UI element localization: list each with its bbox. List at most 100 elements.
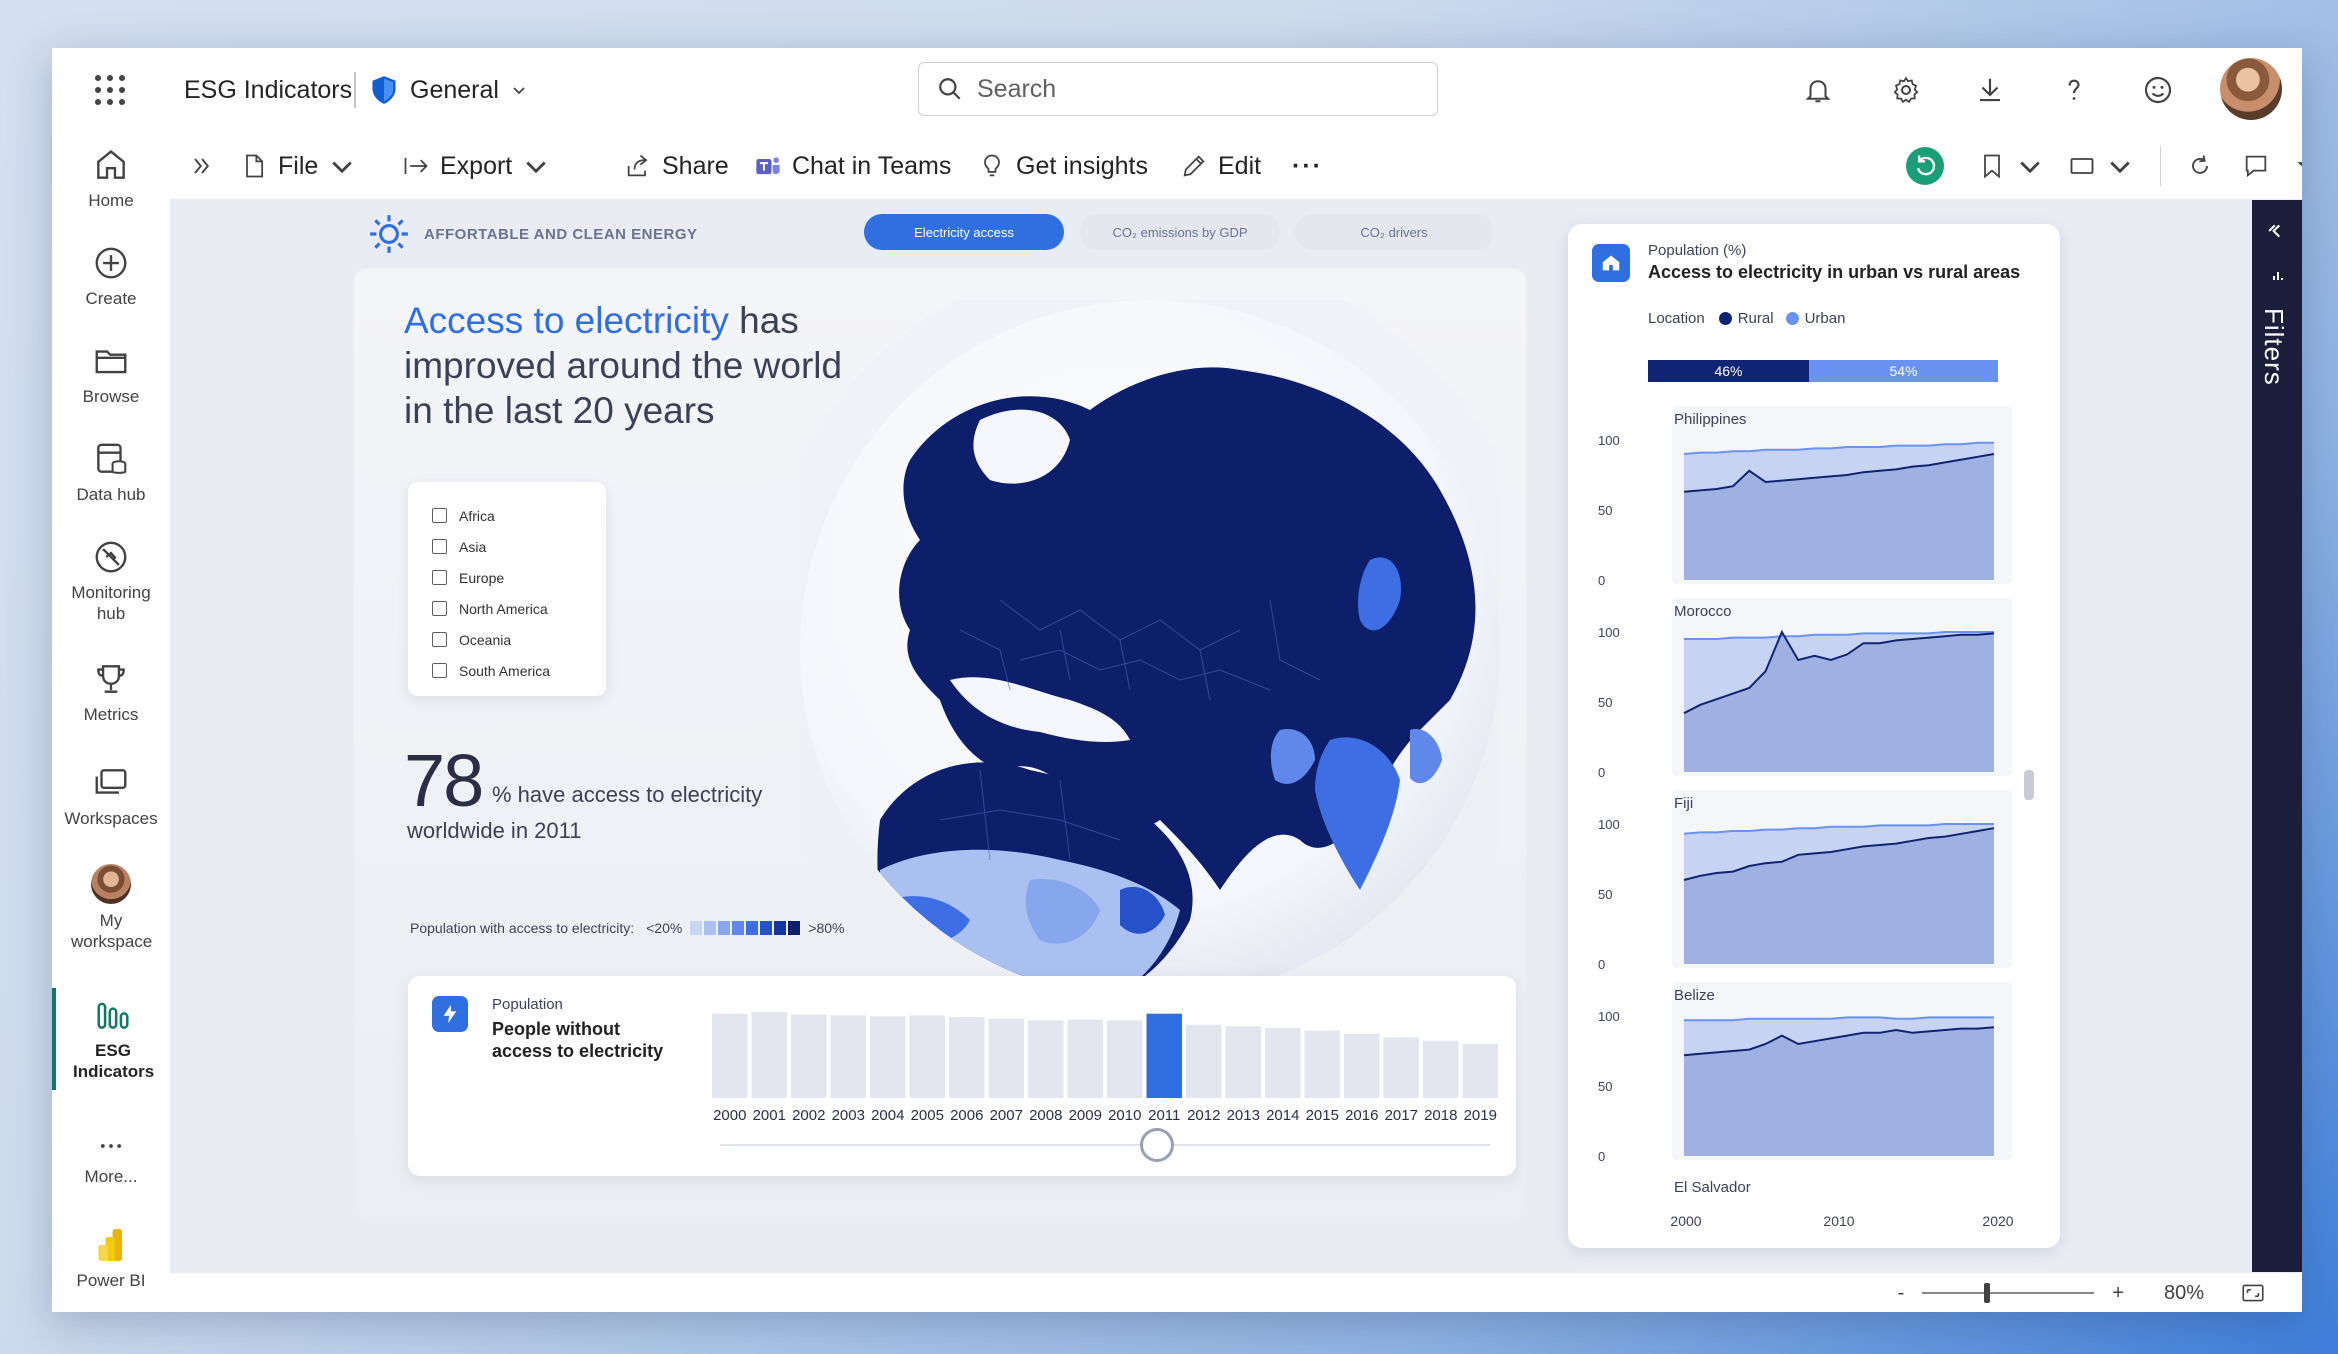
- zoom-out-button[interactable]: -: [1897, 1281, 1905, 1304]
- nav-data-hub[interactable]: Data hub: [52, 440, 170, 505]
- region-option[interactable]: North America: [432, 593, 606, 624]
- checkbox[interactable]: [432, 663, 447, 678]
- checkbox[interactable]: [432, 508, 447, 523]
- edit-button[interactable]: Edit: [1180, 146, 1261, 186]
- nav-monitoring-hub[interactable]: Monitoring hub: [52, 538, 170, 624]
- bar-2006[interactable]: [949, 1017, 985, 1098]
- small-multiples[interactable]: Philippines 0 50 100 Morocco 0 50 100 Fiji 0 50 100…: [1584, 404, 2044, 1234]
- year-slider-thumb[interactable]: [1140, 1128, 1174, 1162]
- rural-area[interactable]: [1684, 454, 1994, 580]
- urban-share[interactable]: 54%: [1809, 360, 1998, 382]
- bar-2019[interactable]: [1462, 1044, 1499, 1098]
- rural-line[interactable]: [1683, 453, 1995, 493]
- bar-2007[interactable]: [988, 1018, 1025, 1098]
- search-box[interactable]: [918, 62, 1438, 116]
- urban-line[interactable]: [1684, 631, 1994, 640]
- map-region-mediterranean[interactable]: [950, 677, 1130, 743]
- search-input[interactable]: [977, 74, 1397, 104]
- urban-line[interactable]: [1683, 441, 1994, 455]
- reset-button[interactable]: [1906, 146, 1944, 186]
- bar-2011[interactable]: [1146, 1013, 1183, 1098]
- bar-2001[interactable]: [751, 1012, 788, 1098]
- checkbox[interactable]: [432, 539, 447, 554]
- rural-area[interactable]: [1684, 1027, 1994, 1156]
- rural-line[interactable]: [1683, 827, 1995, 881]
- region-option[interactable]: Africa: [432, 500, 606, 531]
- zoom-in-button[interactable]: +: [2112, 1281, 2124, 1304]
- get-insights-button[interactable]: Get insights: [978, 146, 1148, 186]
- bar-2015[interactable]: [1304, 1030, 1341, 1098]
- urban-label[interactable]: Urban: [1804, 310, 1846, 327]
- sensitivity-label[interactable]: General: [370, 70, 527, 110]
- map-region-siberia-east[interactable]: [1358, 557, 1401, 631]
- view-menu-button[interactable]: [2068, 146, 2134, 186]
- year-slider-track[interactable]: [720, 1144, 1490, 1146]
- checkbox[interactable]: [432, 601, 447, 616]
- map-region-east-africa[interactable]: [1120, 886, 1165, 934]
- tab-co2-emissions-by-gdp[interactable]: CO₂ emissions by GDP: [1080, 214, 1280, 250]
- bar-2017[interactable]: [1383, 1037, 1420, 1098]
- bookmark-menu-button[interactable]: [1978, 146, 2044, 186]
- filters-pane[interactable]: Filters: [2252, 200, 2302, 1272]
- comment-button[interactable]: [2242, 146, 2270, 186]
- share-button[interactable]: Share: [624, 146, 729, 186]
- bar-2002[interactable]: [791, 1014, 827, 1098]
- rural-area[interactable]: [1684, 632, 1994, 772]
- checkbox[interactable]: [432, 570, 447, 585]
- feedback-icon[interactable]: [2140, 72, 2176, 108]
- region-option[interactable]: Oceania: [432, 624, 606, 655]
- help-icon[interactable]: [2056, 72, 2092, 108]
- refresh-button[interactable]: [2186, 146, 2214, 186]
- bar-2010[interactable]: [1107, 1020, 1143, 1098]
- nav-browse[interactable]: Browse: [52, 342, 170, 407]
- bar-2004[interactable]: [870, 1016, 906, 1098]
- map-region-greenland[interactable]: [973, 409, 1070, 484]
- rural-line[interactable]: [1683, 629, 1995, 715]
- map-region-myanmar[interactable]: [1410, 729, 1442, 784]
- export-menu-button[interactable]: Export: [402, 146, 550, 186]
- globe-map[interactable]: [750, 250, 1550, 1050]
- bar-2003[interactable]: [830, 1015, 867, 1098]
- app-launcher-icon[interactable]: [92, 72, 128, 108]
- bar-2016[interactable]: [1344, 1033, 1380, 1098]
- fit-to-page-icon[interactable]: [2240, 1280, 2266, 1306]
- map-region-central-africa[interactable]: [1025, 879, 1100, 944]
- urban-line[interactable]: [1683, 823, 1994, 835]
- rural-share[interactable]: 46%: [1648, 360, 1809, 382]
- rural-area[interactable]: [1684, 828, 1994, 964]
- urban-line[interactable]: [1684, 1016, 1994, 1022]
- bar-2018[interactable]: [1423, 1040, 1459, 1098]
- nav-esg-indicators[interactable]: ESG Indicators: [52, 988, 170, 1090]
- rural-urban-split-bar[interactable]: 46% 54%: [1648, 360, 1998, 382]
- zoom-slider[interactable]: [1922, 1283, 2095, 1303]
- nav-create[interactable]: Create: [52, 244, 170, 309]
- favorite-button[interactable]: [2296, 146, 2302, 186]
- region-option[interactable]: Asia: [432, 531, 606, 562]
- tab-co2-drivers[interactable]: CO₂ drivers: [1294, 214, 1494, 250]
- download-icon[interactable]: [1972, 72, 2008, 108]
- rural-line[interactable]: [1683, 1026, 1995, 1057]
- nav-workspaces[interactable]: Workspaces: [52, 764, 170, 829]
- nav-home[interactable]: Home: [52, 146, 170, 211]
- report-title[interactable]: ESG Indicators: [184, 76, 353, 104]
- more-options-button[interactable]: ···: [1292, 146, 1323, 186]
- bar-2013[interactable]: [1225, 1026, 1262, 1098]
- bar-2012[interactable]: [1186, 1024, 1222, 1098]
- filters-label[interactable]: Filters: [2259, 308, 2289, 386]
- gear-icon[interactable]: [1888, 72, 1924, 108]
- region-option[interactable]: Europe: [432, 562, 606, 593]
- nav-more[interactable]: More...: [52, 1132, 170, 1187]
- zoom-slider-thumb[interactable]: [1984, 1283, 1991, 1303]
- scrollbar-thumb[interactable]: [2024, 770, 2034, 800]
- expand-nav-button[interactable]: [188, 146, 216, 186]
- bar-2000[interactable]: [712, 1013, 748, 1098]
- bell-icon[interactable]: [1800, 72, 1836, 108]
- bar-2005[interactable]: [909, 1015, 946, 1098]
- nav-metrics[interactable]: Metrics: [52, 660, 170, 725]
- rural-label[interactable]: Rural: [1737, 310, 1774, 327]
- avatar[interactable]: [2220, 58, 2282, 120]
- chat-in-teams-button[interactable]: Chat in Teams: [754, 146, 951, 186]
- bar-2014[interactable]: [1265, 1028, 1301, 1098]
- checkbox[interactable]: [432, 632, 447, 647]
- bar-2009[interactable]: [1067, 1019, 1104, 1098]
